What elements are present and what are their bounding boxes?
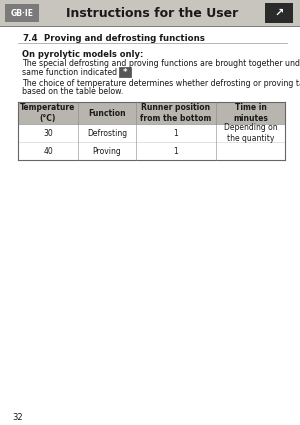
Text: 32: 32 bbox=[12, 414, 22, 422]
Text: Proving and defrosting functions: Proving and defrosting functions bbox=[44, 34, 205, 43]
Text: 1: 1 bbox=[174, 128, 178, 138]
Text: The choice of temperature determines whether defrosting or proving takes place: The choice of temperature determines whe… bbox=[22, 79, 300, 88]
Bar bbox=[119, 67, 131, 77]
Text: Defrosting: Defrosting bbox=[87, 128, 127, 138]
Text: 40: 40 bbox=[43, 147, 53, 156]
Text: Function: Function bbox=[88, 108, 126, 117]
Text: same function indicated by: same function indicated by bbox=[22, 68, 129, 76]
Text: ↗: ↗ bbox=[274, 8, 284, 18]
Text: Depending on
the quantity: Depending on the quantity bbox=[224, 123, 277, 143]
Bar bbox=[5, 4, 39, 22]
Text: *: * bbox=[123, 68, 127, 76]
Bar bbox=[18, 102, 285, 124]
Bar bbox=[18, 124, 285, 142]
Text: based on the table below.: based on the table below. bbox=[22, 87, 123, 96]
Text: Runner position
from the bottom: Runner position from the bottom bbox=[140, 103, 212, 123]
Text: Time in
minutes: Time in minutes bbox=[233, 103, 268, 123]
Text: 1: 1 bbox=[174, 147, 178, 156]
Text: GB·IE: GB·IE bbox=[11, 8, 34, 17]
Bar bbox=[0, 0, 300, 26]
Text: Proving: Proving bbox=[93, 147, 122, 156]
Bar bbox=[18, 142, 285, 160]
Bar bbox=[265, 3, 293, 23]
Text: Instructions for the User: Instructions for the User bbox=[66, 6, 238, 20]
Text: On pyrolytic models only:: On pyrolytic models only: bbox=[22, 49, 143, 59]
Text: 7.4: 7.4 bbox=[22, 34, 38, 43]
Text: 30: 30 bbox=[43, 128, 53, 138]
Text: Temperature
(°C): Temperature (°C) bbox=[20, 103, 76, 123]
Text: The special defrosting and proving functions are brought together under the: The special defrosting and proving funct… bbox=[22, 59, 300, 68]
